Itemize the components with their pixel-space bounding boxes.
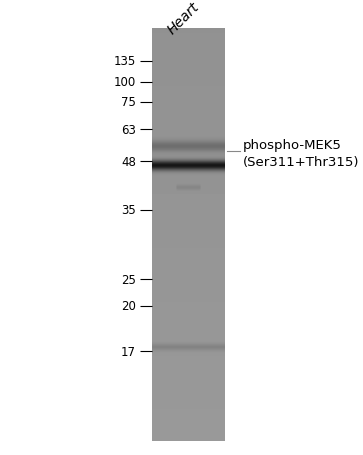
Text: 17: 17 bbox=[121, 345, 136, 358]
Text: 25: 25 bbox=[121, 273, 136, 286]
Text: Heart: Heart bbox=[165, 0, 203, 37]
Text: 35: 35 bbox=[121, 204, 136, 217]
Text: 63: 63 bbox=[121, 124, 136, 136]
Text: 20: 20 bbox=[121, 300, 136, 313]
Text: 135: 135 bbox=[114, 55, 136, 68]
Text: 100: 100 bbox=[114, 76, 136, 89]
Text: phospho-MEK5
(Ser311+Thr315): phospho-MEK5 (Ser311+Thr315) bbox=[243, 139, 360, 169]
Text: 75: 75 bbox=[121, 96, 136, 109]
Text: 48: 48 bbox=[121, 156, 136, 168]
